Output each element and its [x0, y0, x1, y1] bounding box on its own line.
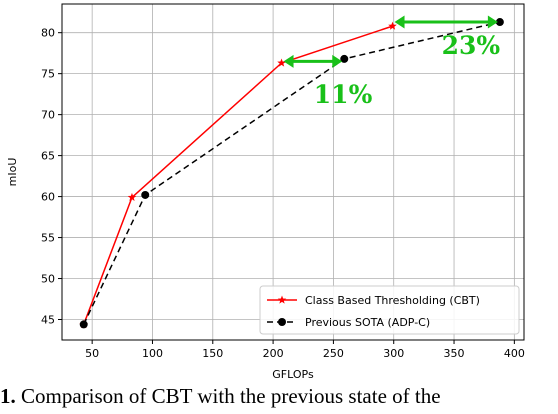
y-tick-label: 50: [41, 273, 55, 286]
annotation-arrowhead-left-0: [283, 54, 294, 68]
x-tick-label: 200: [263, 347, 284, 360]
annotations: 11% 23%: [283, 15, 501, 109]
x-tick-label: 150: [202, 347, 223, 360]
y-tick-label: 80: [41, 27, 55, 40]
series-layer: [83, 21, 501, 325]
x-tick-label: 100: [142, 347, 163, 360]
legend: Class Based Thresholding (CBT) Previous …: [259, 285, 520, 335]
x-axis-ticks: 50 100 150 200 250 300 350 400: [85, 340, 525, 360]
caption-number: 1.: [0, 384, 16, 408]
legend-cbt-marker: [277, 295, 287, 304]
legend-adpc-label: Previous SOTA (ADP-C): [305, 316, 430, 329]
x-tick-label: 350: [444, 347, 465, 360]
series-0-point: [127, 192, 137, 202]
series-line-1: [83, 21, 501, 325]
gridlines: [62, 4, 524, 340]
legend-adpc-marker: [278, 318, 286, 326]
x-tick-label: 250: [323, 347, 344, 360]
series-1-point: [79, 320, 88, 329]
series-1-point: [340, 54, 349, 63]
x-tick-label: 300: [383, 347, 404, 360]
series-0-point: [277, 58, 286, 67]
x-tick-label: 400: [504, 347, 525, 360]
series-1-point: [495, 18, 504, 27]
y-tick-label: 75: [41, 68, 55, 81]
x-tick-label: 50: [85, 347, 99, 360]
figure-caption: 1. Comparison of CBT with the previous s…: [0, 384, 558, 414]
y-axis-label: mIoU: [6, 158, 19, 187]
caption-text: Comparison of CBT with the previous stat…: [21, 384, 441, 408]
annotation-label-1: 23%: [442, 31, 501, 60]
annotation-arrowhead-left-1: [394, 15, 405, 29]
series-1-point: [141, 190, 150, 199]
plot-frame: [61, 3, 525, 341]
y-tick-label: 55: [41, 232, 55, 245]
legend-cbt-label: Class Based Thresholding (CBT): [305, 294, 480, 307]
x-axis-label: GFLOPs: [272, 368, 314, 381]
y-axis-ticks: 45 50 55 60 65 70 75 80: [41, 27, 62, 327]
y-tick-label: 45: [41, 314, 55, 327]
series-line-0: [83, 25, 393, 325]
annotation-arrowhead-right-1: [487, 15, 498, 29]
y-tick-label: 70: [41, 109, 55, 122]
y-tick-label: 65: [41, 150, 55, 163]
annotation-label-0: 11%: [314, 80, 373, 109]
annotation-arrowhead-right-0: [332, 54, 343, 68]
series-markers: [79, 18, 504, 329]
chart-figure: 50 100 150 200 250 300 350 400 45 50 55 60 65 70 75 80…: [6, 3, 525, 381]
legend-box: [259, 285, 520, 335]
series-0-point: [388, 21, 397, 30]
y-tick-label: 60: [41, 191, 55, 204]
